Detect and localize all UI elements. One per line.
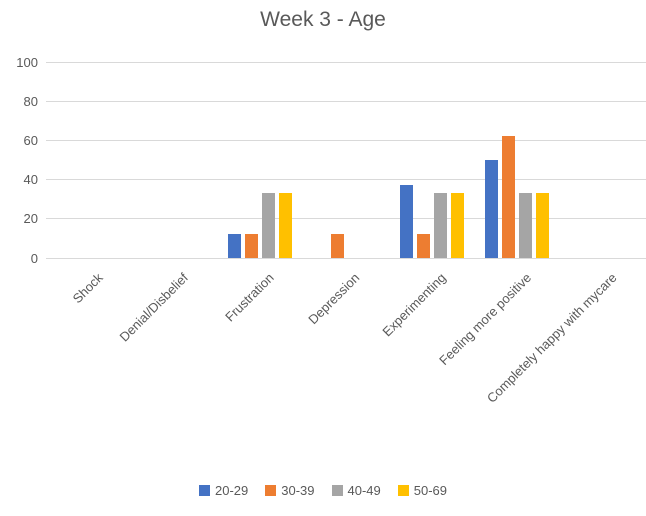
bar-40-49-experimenting [433, 192, 447, 258]
bar-40-49-feeling-more-positive [519, 192, 533, 258]
chart-title: Week 3 - Age [260, 8, 386, 31]
bar-20-29-feeling-more-positive [485, 160, 499, 258]
legend: 20-29 30-39 40-49 50-69 [0, 483, 646, 498]
legend-swatch-icon [199, 485, 210, 496]
legend-item-20-29: 20-29 [199, 483, 248, 498]
x-category-label: Experimenting [378, 270, 449, 340]
gridline-y-100 [46, 61, 646, 63]
legend-swatch-icon [331, 485, 343, 496]
gridline-y-80 [46, 100, 646, 102]
legend-item-40-49: 40-49 [331, 483, 381, 498]
y-tick-label: 100 [16, 54, 38, 70]
legend-item-50-69: 50-69 [397, 483, 447, 498]
gridline-y-20 [46, 218, 646, 220]
x-category-label: Denial/Disbelief [116, 270, 192, 345]
bar-50-69-experimenting [450, 192, 464, 258]
bar-40-49-frustration [262, 192, 276, 258]
y-tick-label: 0 [30, 250, 38, 266]
y-tick-label: 40 [23, 172, 38, 188]
legend-swatch-icon [397, 485, 409, 496]
bar-50-69-feeling-more-positive [536, 192, 550, 258]
legend-label: 50-69 [413, 483, 447, 498]
legend-label: 40-49 [347, 483, 381, 498]
bar-30-39-frustration [245, 233, 259, 258]
bar-50-69-frustration [279, 192, 293, 258]
legend-label: 20-29 [215, 483, 249, 498]
y-tick-label: 60 [23, 132, 38, 148]
bar-30-39-depression [331, 233, 344, 258]
gridline-y-40 [46, 179, 646, 181]
legend-swatch-icon [265, 485, 277, 496]
y-tick-label: 20 [23, 211, 38, 227]
bar-20-29-experimenting [399, 184, 413, 258]
y-tick-label: 80 [23, 93, 38, 109]
gridline-y-0 [46, 257, 646, 259]
legend-item-30-39: 30-39 [265, 483, 315, 498]
bar-20-29-frustration [228, 233, 242, 258]
x-category-label: Feeling more positive [436, 270, 535, 368]
x-category-label: Shock [69, 270, 106, 307]
x-category-label: Frustration [222, 270, 277, 325]
gridline-y-60 [46, 139, 646, 141]
x-category-label: Depression [305, 270, 363, 328]
legend-label: 30-39 [281, 483, 315, 498]
bar-30-39-experimenting [416, 233, 430, 258]
bar-30-39-feeling-more-positive [502, 135, 516, 258]
